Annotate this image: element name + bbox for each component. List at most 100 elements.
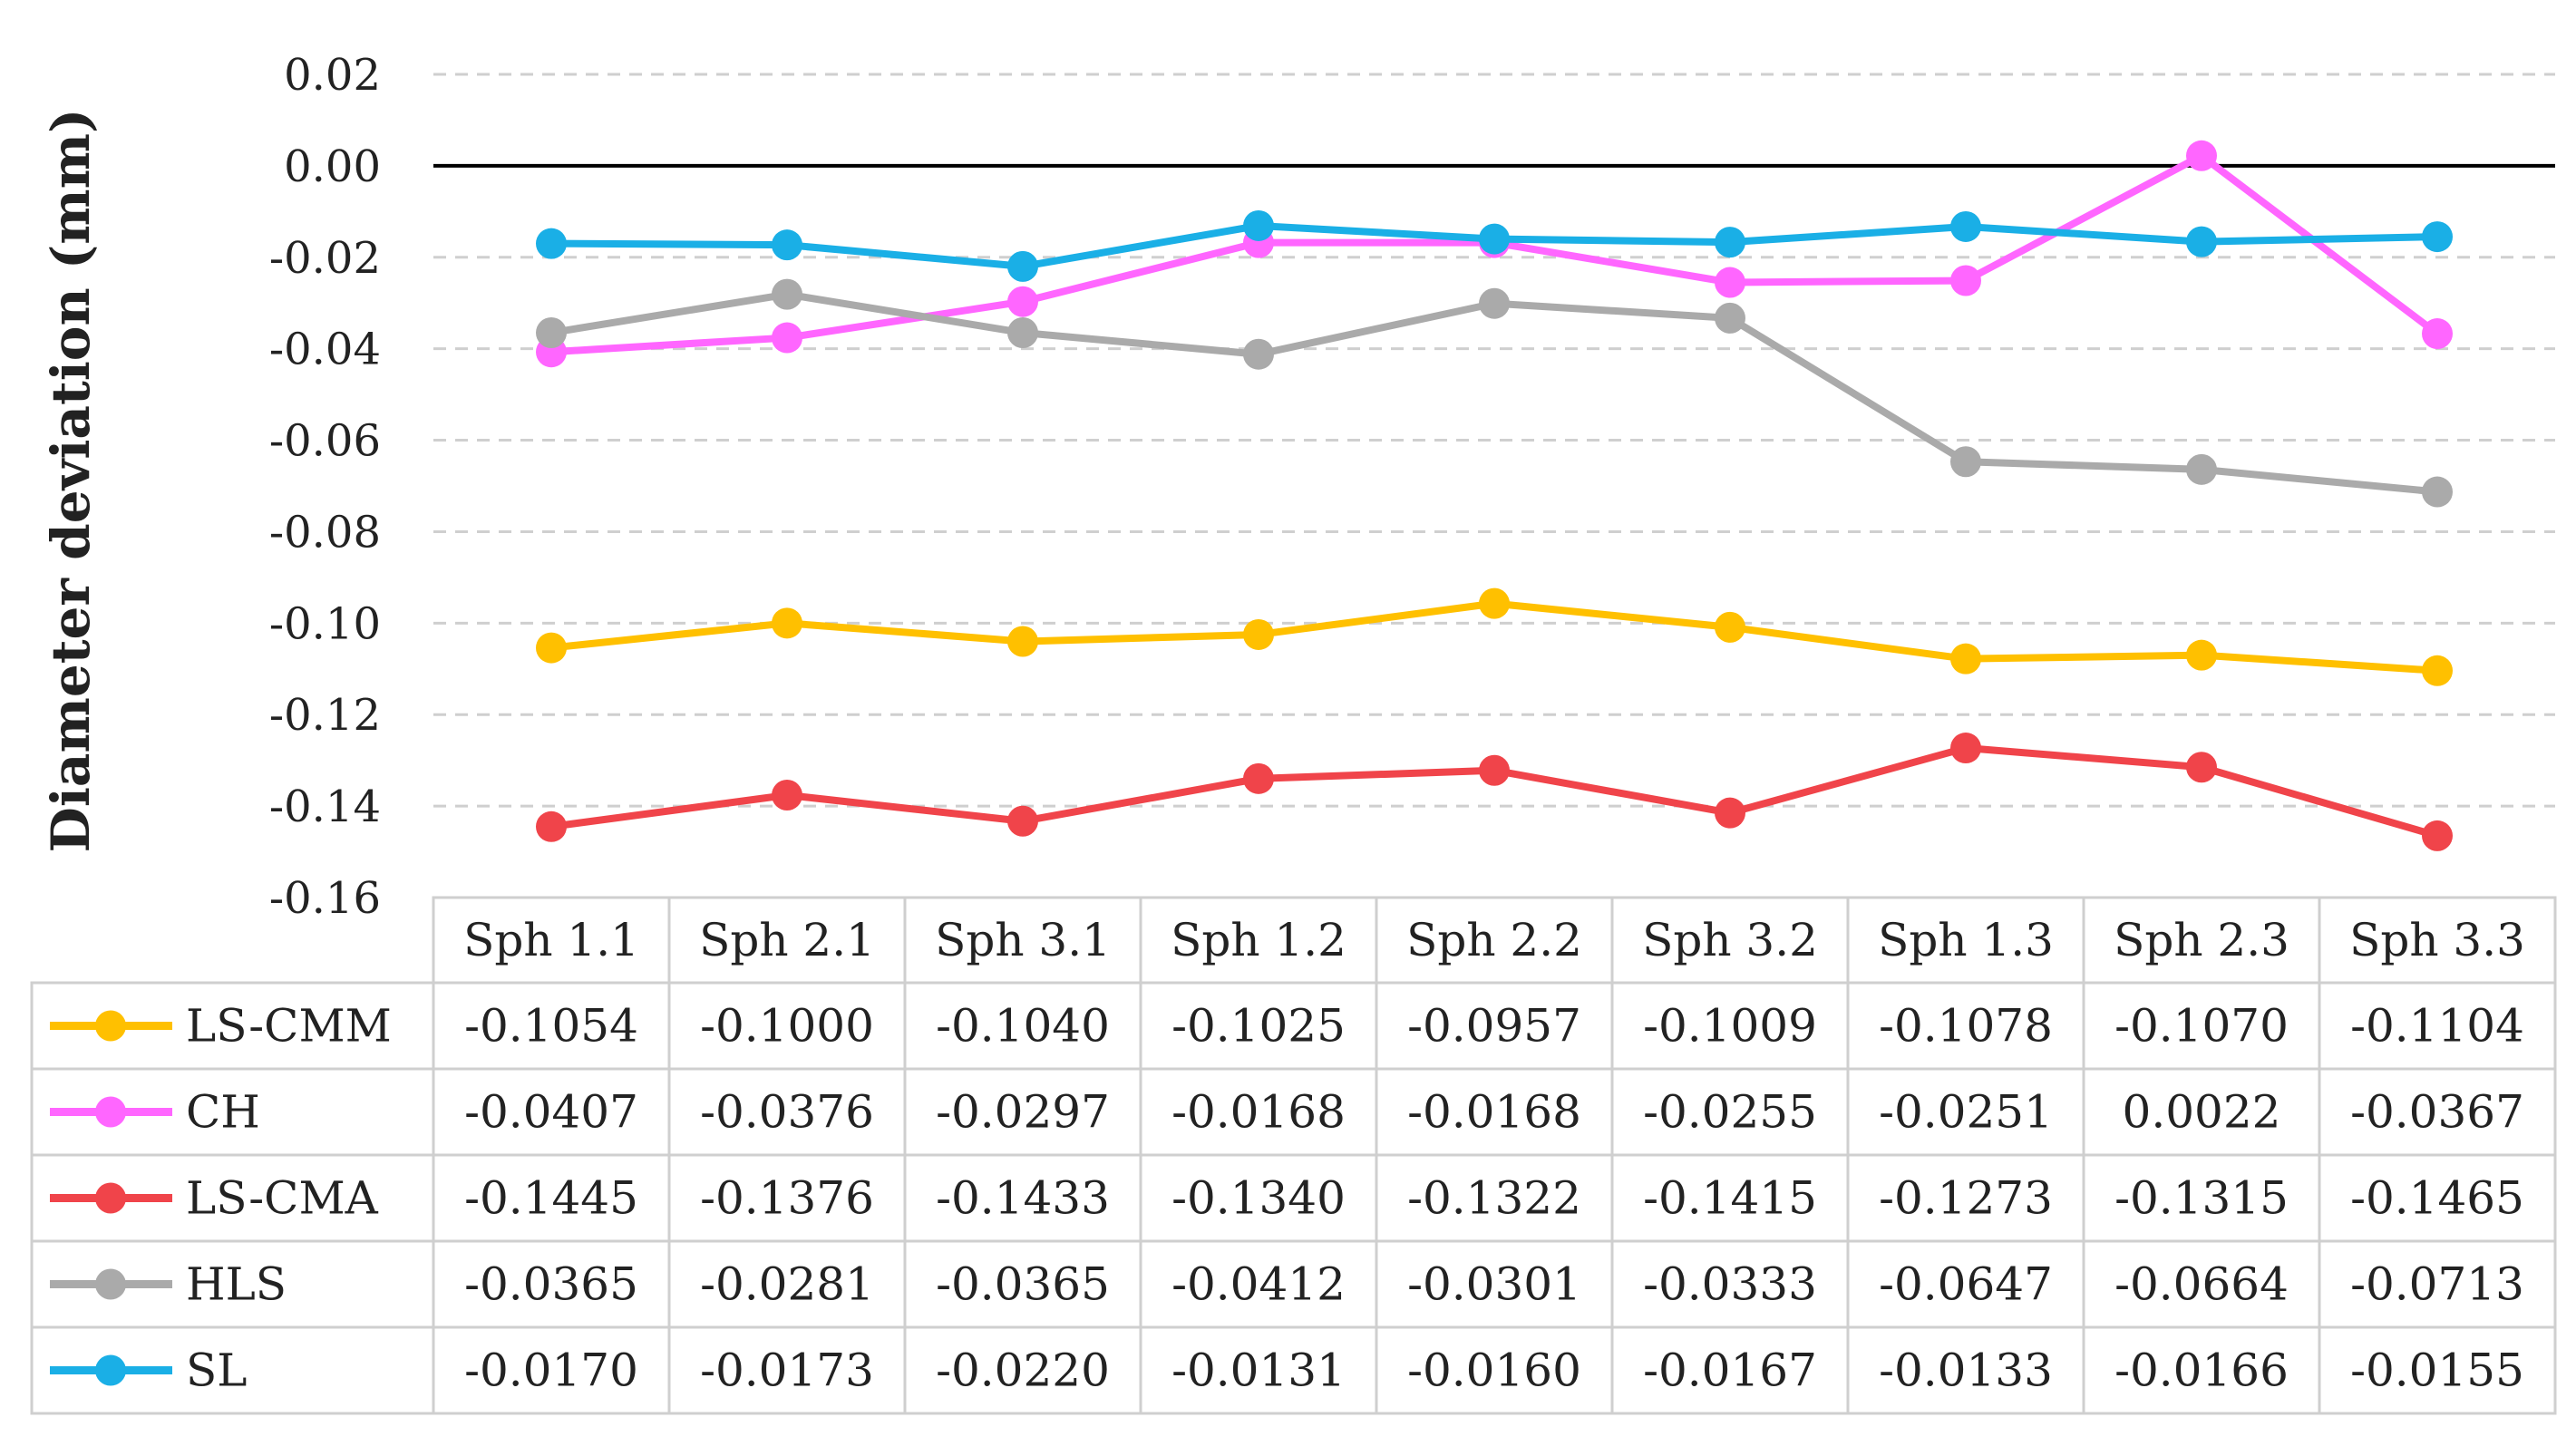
data-point xyxy=(536,632,567,664)
data-value-label: -0.0220 xyxy=(936,1344,1110,1397)
data-value-label: -0.1445 xyxy=(464,1172,638,1225)
data-value-label: -0.1465 xyxy=(2350,1172,2524,1225)
data-value-label: -0.0365 xyxy=(464,1258,638,1311)
data-point xyxy=(772,322,802,354)
data-point xyxy=(536,228,567,259)
data-value-label: -0.0376 xyxy=(700,1086,874,1139)
data-value-label: -0.1025 xyxy=(1171,1000,1346,1053)
data-point xyxy=(1243,338,1274,370)
legend-key-marker xyxy=(95,1096,126,1128)
legend-key-marker xyxy=(95,1182,126,1214)
data-point xyxy=(2186,752,2217,783)
y-tick-label: -0.12 xyxy=(269,690,381,741)
data-point xyxy=(1479,223,1510,255)
data-value-label: -0.1000 xyxy=(700,1000,874,1053)
data-value-label: -0.1070 xyxy=(2114,1000,2289,1053)
category-label: Sph 1.3 xyxy=(1878,914,2054,966)
data-value-label: -0.0365 xyxy=(936,1258,1110,1311)
data-value-label: -0.0155 xyxy=(2350,1344,2524,1397)
y-axis-label: Diameter deviation (mm) xyxy=(40,109,102,853)
data-value-label: -0.0301 xyxy=(1407,1258,1581,1311)
data-point xyxy=(2422,318,2453,350)
data-point xyxy=(1950,733,1981,764)
data-value-label: -0.1078 xyxy=(1879,1000,2053,1053)
data-point xyxy=(1715,302,1745,334)
data-value-label: -0.0281 xyxy=(700,1258,874,1311)
legend-key-marker xyxy=(95,1354,126,1386)
data-point xyxy=(2422,820,2453,851)
data-point xyxy=(1479,587,1510,619)
data-value-label: -0.0664 xyxy=(2114,1258,2289,1311)
data-point xyxy=(1007,626,1038,657)
data-point xyxy=(2422,221,2453,253)
data-value-label: -0.0333 xyxy=(1643,1258,1817,1311)
data-point xyxy=(536,317,567,349)
data-value-label: -0.1322 xyxy=(1407,1172,1581,1225)
data-value-label: -0.0168 xyxy=(1407,1086,1581,1139)
category-label: Sph 3.3 xyxy=(2349,914,2525,966)
data-point xyxy=(772,607,802,639)
data-point xyxy=(1243,618,1274,650)
data-value-label: -0.0255 xyxy=(1643,1086,1817,1139)
y-tick-label: -0.14 xyxy=(269,781,381,832)
data-point xyxy=(2186,639,2217,671)
data-point xyxy=(1007,317,1038,349)
data-table: Sph 1.1 Sph 2.1 Sph 3.1 Sph 1.2 Sph 2.2 Sph 3… xyxy=(30,896,2557,1415)
data-value-label: -0.1009 xyxy=(1643,1000,1817,1053)
legend-key-marker xyxy=(95,1268,126,1300)
data-point xyxy=(772,278,802,310)
data-point xyxy=(1715,267,1745,298)
data-point xyxy=(1950,643,1981,675)
data-point xyxy=(1715,227,1745,258)
category-label: Sph 2.3 xyxy=(2114,914,2289,966)
data-point xyxy=(1950,210,1981,242)
data-point xyxy=(1007,805,1038,837)
category-label: Sph 1.2 xyxy=(1171,914,1346,966)
data-value-label: -0.1415 xyxy=(1643,1172,1817,1225)
data-value-label: -0.1054 xyxy=(464,1000,638,1053)
data-value-label: -0.0160 xyxy=(1407,1344,1581,1397)
series-name: SL xyxy=(186,1344,247,1397)
data-point xyxy=(2422,655,2453,686)
data-value-label: -0.1104 xyxy=(2350,1000,2524,1053)
data-point xyxy=(1479,287,1510,319)
data-point xyxy=(1715,797,1745,829)
series-name: LS-CMA xyxy=(186,1172,379,1225)
data-value-label: -0.0133 xyxy=(1879,1344,2053,1397)
data-point xyxy=(1007,250,1038,282)
y-tick-label: -0.06 xyxy=(269,416,381,467)
data-point xyxy=(1950,265,1981,296)
data-value-label: -0.0412 xyxy=(1171,1258,1346,1311)
data-point xyxy=(1007,286,1038,317)
data-value-label: -0.0251 xyxy=(1879,1086,2053,1139)
category-label: Sph 3.2 xyxy=(1642,914,1818,966)
data-value-label: -0.1273 xyxy=(1879,1172,2053,1225)
data-value-label: -0.0713 xyxy=(2350,1258,2524,1311)
series-name: HLS xyxy=(186,1258,287,1311)
y-tick-label: -0.08 xyxy=(269,507,381,558)
category-label: Sph 2.2 xyxy=(1406,914,1582,966)
data-point xyxy=(1243,209,1274,241)
data-point xyxy=(536,811,567,842)
data-value-label: 0.0022 xyxy=(2123,1086,2281,1139)
data-value-label: -0.1340 xyxy=(1171,1172,1346,1225)
data-value-label: -0.1040 xyxy=(936,1000,1110,1053)
data-value-label: -0.1376 xyxy=(700,1172,874,1225)
y-tick-label: 0.00 xyxy=(284,141,381,192)
data-value-label: -0.0173 xyxy=(700,1344,874,1397)
value-cell xyxy=(2318,1325,2557,1415)
y-tick-label: -0.02 xyxy=(269,233,381,284)
data-value-label: -0.0167 xyxy=(1643,1344,1817,1397)
data-point xyxy=(772,229,802,261)
y-tick-label: 0.02 xyxy=(284,50,381,101)
series-name: LS-CMM xyxy=(186,1000,392,1053)
data-value-label: -0.0647 xyxy=(1879,1258,2053,1311)
data-value-label: -0.0407 xyxy=(464,1086,638,1139)
y-tick-label: -0.10 xyxy=(269,598,381,649)
data-point xyxy=(1479,754,1510,786)
data-value-label: -0.0168 xyxy=(1171,1086,1346,1139)
data-value-label: -0.0166 xyxy=(2114,1344,2289,1397)
category-label: Sph 2.1 xyxy=(699,914,875,966)
data-value-label: -0.0957 xyxy=(1407,1000,1581,1053)
